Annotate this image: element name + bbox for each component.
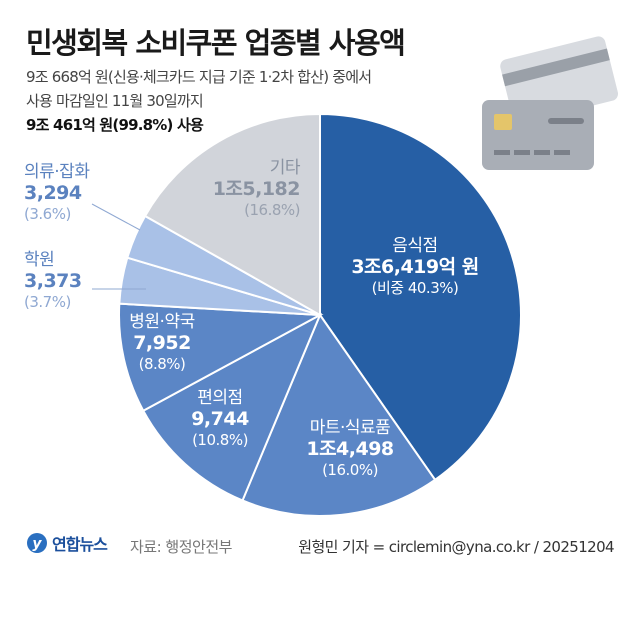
subtitle-line-2: 사용 마감일인 11월 30일까지 (26, 92, 204, 110)
leader-line-clothing (91, 203, 141, 231)
slice-value: 1조4,498 (306, 438, 394, 461)
slice-name: 학원 (24, 250, 55, 270)
slice-name: 음식점 (392, 236, 438, 256)
label-mart: 마트·식료품 1조4,498 (16.0%) (290, 418, 410, 479)
slice-percent: (3.6%) (24, 205, 71, 224)
slice-name: 의류·잡화 (24, 162, 90, 182)
pie-slice-2 (141, 312, 323, 502)
slice-value: 3,294 (24, 182, 82, 205)
label-restaurant: 음식점 3조6,419억 원 (비중 40.3%) (340, 236, 490, 297)
slice-name: 기타 (269, 158, 301, 178)
slice-name: 편의점 (197, 388, 243, 408)
label-academy: 학원 3,373 (3.7%) (24, 250, 82, 311)
yonhap-logo-icon: y (27, 533, 47, 553)
credit-card-icon (482, 36, 619, 170)
slice-name: 마트·식료품 (309, 418, 391, 438)
slice-percent: (16.0%) (322, 461, 378, 480)
slice-name: 병원·약국 (129, 312, 195, 332)
slice-percent: (10.8%) (192, 431, 248, 450)
label-convenience: 편의점 9,744 (10.8%) (180, 388, 260, 449)
svg-text:y: y (32, 536, 42, 552)
pie-slice-0 (319, 112, 522, 482)
label-clothing: 의류·잡화 3,294 (3.6%) (24, 162, 90, 224)
slice-value: 3,373 (24, 270, 82, 293)
source-text: 자료: 행정안전부 (130, 538, 232, 556)
slice-percent: (3.7%) (24, 293, 71, 312)
slice-value: 3조6,419억 원 (351, 256, 479, 279)
slice-percent: (8.8%) (138, 355, 186, 374)
pie-slice-1 (241, 312, 437, 517)
slice-value: 9,744 (191, 408, 249, 431)
pie-slice-6 (143, 112, 321, 317)
subtitle-line-1: 9조 668억 원(신용·체크카드 지급 기준 1·2차 합산) 중에서 (26, 68, 372, 86)
yonhap-logo: y 연합뉴스 (26, 531, 108, 555)
label-hospital: 병원·약국 7,952 (8.8%) (122, 312, 202, 373)
slice-value: 1조5,182 (212, 178, 301, 201)
pie-slice-3 (118, 302, 324, 413)
credit-text: 원형민 기자 = circlemin@yna.co.kr / 20251204 (298, 538, 614, 556)
chart-title: 민생회복 소비쿠폰 업종별 사용액 (26, 26, 406, 60)
slice-value: 7,952 (133, 332, 191, 355)
logo-text: 연합뉴스 (52, 535, 108, 554)
slice-percent: (비중 40.3%) (371, 279, 459, 298)
subtitle-line-3: 9조 461억 원(99.8%) 사용 (26, 116, 204, 134)
label-other: 기타 1조5,182 (16.8%) (200, 158, 301, 220)
slice-percent: (16.8%) (244, 201, 300, 220)
